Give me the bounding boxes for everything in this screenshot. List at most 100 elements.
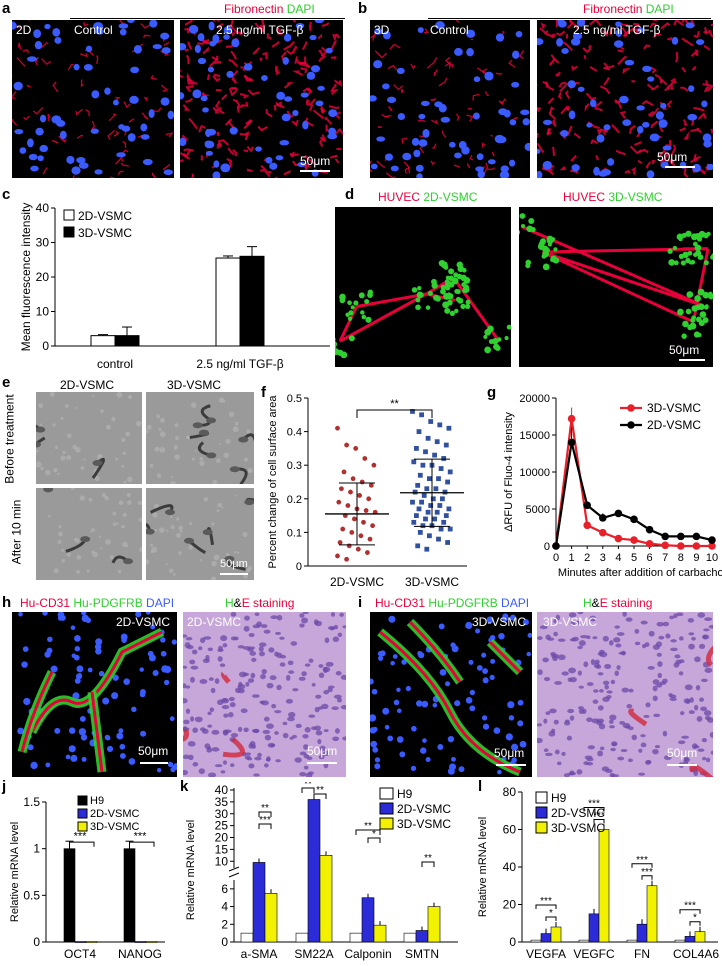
- vsmc-cell: [465, 299, 471, 305]
- fibronectin-fiber: [227, 120, 235, 128]
- speck: [168, 568, 174, 574]
- nucleus: [87, 667, 93, 673]
- fibronectin-fiber: [419, 146, 425, 154]
- y-axis-label: Mean fluorescence intensity: [19, 203, 33, 352]
- scale-bar-label: 50μm: [138, 744, 169, 758]
- nucleus: [295, 22, 305, 29]
- panel-label-a: a: [2, 0, 11, 17]
- cell-nucleus: [36, 426, 46, 433]
- speck: [151, 546, 158, 553]
- vsmc-cell: [553, 247, 558, 252]
- fibronectin-fiber: [593, 100, 603, 109]
- fibronectin-fiber: [228, 58, 238, 67]
- nucleus: [90, 128, 99, 134]
- fibronectin-fiber: [664, 86, 671, 92]
- nucleus: [577, 86, 585, 92]
- speck: [234, 421, 239, 426]
- fibronectin-label: Fibronectin: [583, 2, 643, 16]
- fibronectin-fiber: [305, 99, 310, 106]
- nucleus: [255, 146, 262, 152]
- he-nucleus: [553, 719, 559, 725]
- nucleus: [498, 108, 508, 116]
- he-nucleus: [245, 752, 252, 756]
- he-nucleus: [543, 718, 548, 724]
- data-point: [368, 482, 374, 488]
- fibronectin-fiber: [675, 51, 679, 63]
- nucleus: [261, 74, 268, 81]
- he-amp: &: [591, 596, 600, 610]
- fibronectin-fiber: [308, 103, 314, 112]
- nucleus: [229, 126, 238, 135]
- nucleus: [200, 95, 208, 102]
- data-point: [365, 550, 370, 555]
- data-point: [645, 539, 654, 548]
- x-tick-label: OCT4: [64, 947, 96, 961]
- data-point: [599, 514, 607, 522]
- speck: [172, 573, 176, 576]
- nucleus: [509, 119, 517, 126]
- vsmc-cell: [438, 260, 444, 266]
- bar: [349, 932, 363, 943]
- fibronectin-fiber: [483, 162, 489, 175]
- nucleus: [180, 92, 185, 100]
- scale-bar: [140, 762, 168, 764]
- fibronectin-fiber: [501, 98, 507, 104]
- fibronectin-fiber: [239, 131, 250, 136]
- nucleus: [39, 114, 47, 123]
- bar: [427, 906, 441, 943]
- speck: [213, 554, 220, 561]
- he-nucleus: [223, 713, 229, 718]
- scale-bar: [307, 762, 337, 764]
- nucleus: [508, 715, 515, 721]
- speck: [48, 514, 51, 518]
- x-tick-label: 8: [678, 552, 684, 564]
- texture-group: [36, 392, 142, 484]
- nucleus: [520, 109, 530, 116]
- vsmc-cell: [698, 230, 706, 238]
- data-point: [370, 523, 375, 529]
- speck: [248, 469, 251, 473]
- legend-swatch: [379, 817, 394, 830]
- nucleus: [484, 71, 494, 81]
- nucleus: [498, 136, 507, 143]
- nucleus: [142, 158, 153, 166]
- he-nucleus: [287, 716, 295, 722]
- fibronectin-fiber: [213, 73, 221, 77]
- he-nucleus: [190, 665, 199, 670]
- fibronectin-fiber: [245, 119, 252, 126]
- he-nucleus: [318, 664, 324, 668]
- vsmc-cell: [417, 286, 422, 291]
- nucleus: [449, 141, 456, 148]
- he-nucleus: [680, 711, 685, 716]
- nucleus: [127, 133, 136, 142]
- he-nucleus: [308, 714, 316, 718]
- he-nucleus: [203, 636, 212, 640]
- nucleus: [636, 105, 645, 111]
- cell-nucleus: [43, 488, 54, 493]
- nucleus: [145, 612, 151, 615]
- he-nucleus: [655, 641, 663, 647]
- fibronectin-fiber: [300, 56, 307, 65]
- fibronectin-fiber: [370, 168, 373, 173]
- he-nucleus: [301, 671, 307, 677]
- he-nucleus: [702, 756, 707, 761]
- he-nucleus: [617, 756, 625, 761]
- fibronectin-fiber: [657, 149, 667, 159]
- he-nucleus: [537, 669, 543, 676]
- phase-contrast-image: [43, 488, 142, 574]
- speck: [98, 535, 102, 538]
- he-nucleus: [240, 708, 248, 714]
- texture-group: [17, 612, 177, 773]
- legend-swatch: [535, 806, 548, 819]
- he-nucleus: [689, 697, 694, 703]
- he-nucleus: [271, 703, 277, 709]
- fibronectin-fiber: [594, 20, 602, 27]
- he-nucleus: [638, 772, 646, 776]
- fibronectin-fiber: [659, 153, 669, 163]
- nucleus: [420, 100, 430, 107]
- speck: [122, 512, 127, 518]
- nucleus: [642, 121, 650, 128]
- legend-swatch: [535, 821, 548, 834]
- he-nucleus: [608, 640, 614, 646]
- fibronectin-fiber: [389, 43, 401, 50]
